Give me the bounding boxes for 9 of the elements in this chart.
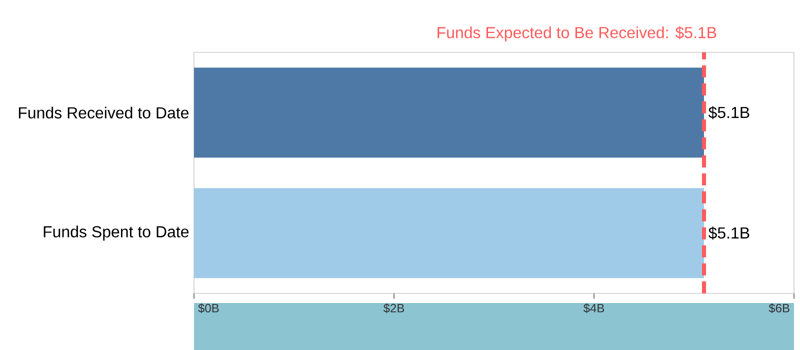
x-tick-label: $4B [583, 303, 604, 314]
x-tick-label: $0B [198, 303, 219, 314]
y-tick-label: Funds Received to Date [18, 106, 189, 118]
y-tick-label: Funds Spent to Date [44, 226, 189, 241]
x-tick-label: $6B [768, 303, 790, 314]
x-tick-label: $2B [383, 303, 404, 314]
ref-line-label: Funds Expected to Be Received: $5.1B [438, 26, 716, 42]
data-label: $5.1B [708, 226, 750, 240]
data-label: $5.1B [708, 106, 750, 120]
